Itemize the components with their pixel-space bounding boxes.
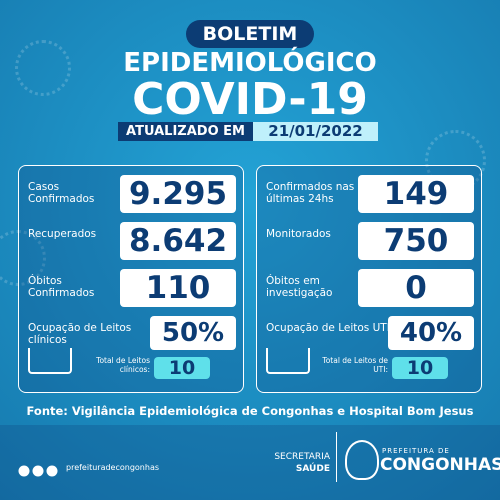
icons: [18, 465, 58, 477]
occupancy-label: Ocupação de Leitos clínicos: [28, 322, 132, 346]
row-value: 750: [358, 222, 474, 260]
virus-decoration: [15, 40, 71, 96]
badge: BOLETIM: [186, 20, 314, 48]
total-label: Total de Leitos clínicos:: [96, 356, 150, 374]
updated-label: ATUALIZADO EM: [118, 122, 253, 141]
row-label: Casos Confirmados: [28, 181, 95, 205]
social-handle: prefeituradecongonhas: [66, 463, 160, 472]
secretaria: SECRETARIA: [274, 452, 330, 462]
row-value: 110: [120, 269, 236, 307]
row-label: Confirmados nas últimas 24hs: [266, 181, 355, 205]
occupancy-label: Ocupação de Leitos UTI: [266, 322, 390, 334]
row-value: 9.295: [120, 175, 236, 213]
source: Fonte: Vigilância Epidemiológica de Cong…: [26, 404, 474, 418]
footer-bar: [0, 425, 500, 500]
bed-icon: [28, 348, 72, 374]
saude: SAÚDE: [295, 464, 330, 474]
row-label: Recuperados: [28, 228, 97, 240]
row-value: 149: [358, 175, 474, 213]
occupancy-value: 40%: [388, 316, 474, 350]
total-label: Total de Leitos de UTI:: [322, 356, 388, 374]
virus-decoration: [0, 230, 46, 286]
prefeitura: PREFEITURA DE: [382, 447, 450, 455]
bed-icon: [266, 348, 310, 374]
row-label: Monitorados: [266, 228, 331, 240]
social-icons: [18, 462, 60, 477]
total-value: 10: [392, 357, 448, 379]
row-label: Óbitos Confirmados: [28, 275, 95, 299]
crest: [345, 440, 379, 480]
title-line1: EPIDEMIOLÓGICO: [123, 48, 377, 78]
title-line2: COVID-19: [132, 74, 368, 125]
row-value: 0: [358, 269, 474, 307]
occupancy-value: 50%: [150, 316, 236, 350]
row-label: Óbitos em investigação: [266, 275, 333, 299]
divider: [336, 432, 337, 482]
row-value: 8.642: [120, 222, 236, 260]
total-value: 10: [154, 357, 210, 379]
date: 21/01/2022: [253, 122, 378, 141]
city: CONGONHAS: [380, 455, 500, 475]
